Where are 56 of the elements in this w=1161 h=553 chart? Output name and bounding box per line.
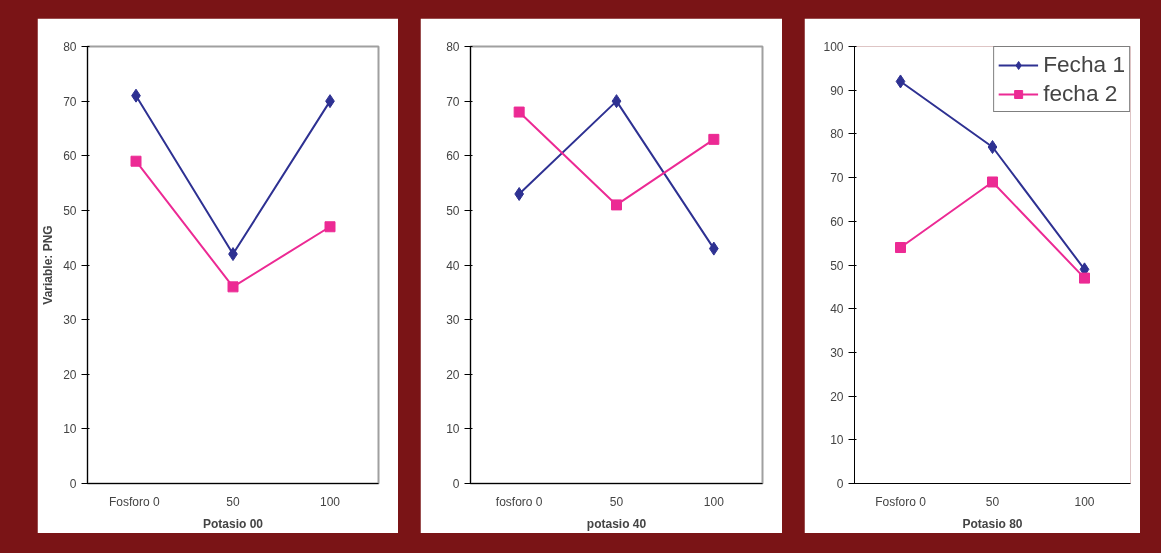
y-tick-label: 40 — [446, 258, 460, 273]
y-tick-label: 30 — [63, 313, 77, 328]
y-tick-label: 0 — [836, 477, 844, 491]
point — [513, 106, 525, 118]
y-tick-label: 70 — [830, 171, 844, 186]
y-tick-label: 100 — [823, 40, 844, 54]
x-tick-label: fosforo 0 — [495, 494, 543, 509]
x-axis-title: potasio 40 — [586, 516, 647, 531]
y-tick-label: 10 — [446, 422, 460, 437]
point — [1079, 272, 1090, 284]
point — [227, 281, 239, 293]
x-tick-label: 50 — [609, 494, 624, 509]
y-tick-label: 10 — [63, 422, 77, 437]
y-tick-label: 80 — [63, 40, 77, 54]
y-tick-label: 60 — [830, 214, 844, 229]
point — [987, 176, 998, 188]
x-axis-title: Potasio 00 — [202, 516, 264, 531]
y-axis-title: Variable: PNG — [41, 225, 56, 305]
y-tick-label: 70 — [63, 94, 77, 109]
x-tick-label: 100 — [703, 494, 725, 509]
y-tick-label: 0 — [452, 477, 460, 491]
y-tick-label: 60 — [63, 149, 77, 164]
y-tick-label: 20 — [830, 389, 844, 404]
legend-label: fecha 2 — [1043, 80, 1118, 107]
y-tick-label: 20 — [63, 367, 77, 382]
point — [130, 155, 142, 167]
point — [895, 74, 906, 89]
x-tick-label: Fosforo 0 — [875, 494, 927, 509]
point — [987, 140, 998, 155]
point — [895, 242, 906, 254]
point — [611, 94, 622, 109]
y-tick-label: 80 — [446, 40, 460, 54]
y-tick-label: 90 — [830, 83, 844, 98]
y-tick-label: 50 — [446, 203, 460, 218]
x-axis-title: Potasio 80 — [962, 516, 1023, 531]
x-tick-label: 100 — [1074, 494, 1095, 509]
x-tick-label: 50 — [226, 494, 240, 509]
y-tick-label: 40 — [63, 258, 77, 273]
y-tick-label: 30 — [830, 345, 844, 360]
y-tick-label: 30 — [446, 313, 460, 328]
y-tick-label: 80 — [830, 127, 844, 142]
point — [324, 221, 336, 233]
y-tick-label: 50 — [830, 258, 844, 273]
point — [611, 199, 622, 211]
x-tick-label: Fosforo 0 — [108, 494, 160, 509]
y-tick-label: 70 — [446, 94, 460, 109]
legend-label: Fecha 1 — [1043, 51, 1125, 78]
x-tick-label: 50 — [985, 494, 1000, 509]
x-tick-label: 100 — [319, 494, 341, 509]
y-tick-label: 0 — [69, 477, 77, 491]
y-tick-label: 20 — [446, 367, 460, 382]
y-tick-label: 40 — [830, 302, 844, 317]
y-tick-label: 10 — [830, 433, 844, 448]
point — [708, 133, 720, 145]
y-tick-label: 50 — [63, 203, 77, 218]
y-tick-label: 60 — [446, 149, 460, 164]
